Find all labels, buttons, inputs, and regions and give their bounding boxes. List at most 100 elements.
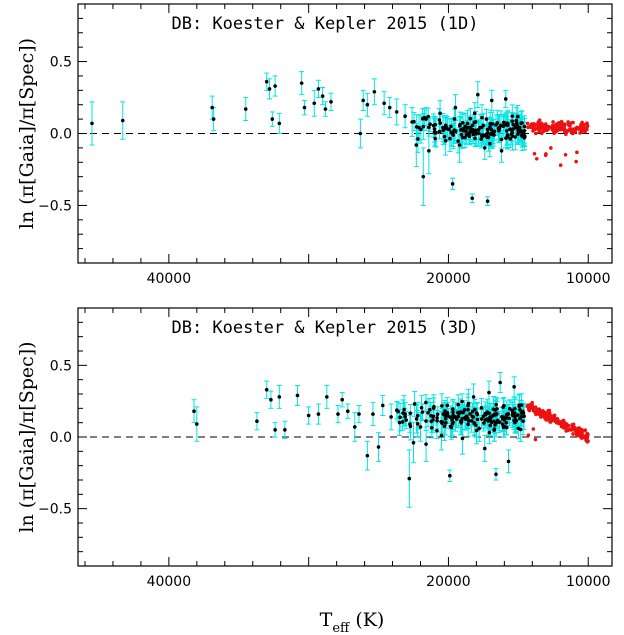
data-point-black bbox=[488, 141, 492, 146]
data-point-red bbox=[563, 152, 568, 157]
data-point-red bbox=[556, 420, 561, 424]
data-point-red bbox=[541, 409, 545, 413]
data-point-black bbox=[329, 100, 333, 104]
data-point-black bbox=[277, 121, 282, 126]
data-point-black bbox=[501, 120, 506, 125]
data-point-black bbox=[325, 395, 329, 399]
data-point-red bbox=[547, 408, 552, 413]
data-point-black bbox=[504, 136, 508, 140]
data-point-black bbox=[466, 418, 471, 423]
data-point-black bbox=[432, 127, 437, 131]
data-point-red bbox=[580, 428, 584, 432]
data-point-black bbox=[477, 426, 481, 431]
data-point-black bbox=[450, 182, 455, 186]
y-axis-label: ln (π[Gaia]/π[Spec]) bbox=[16, 38, 38, 229]
data-point-black bbox=[435, 412, 440, 417]
x-tick-label: 10000 bbox=[566, 574, 611, 590]
data-point-black bbox=[481, 123, 486, 128]
data-point-black bbox=[491, 407, 496, 412]
data-point-black bbox=[450, 418, 454, 423]
x-axis-label-main: T bbox=[320, 609, 333, 631]
y-tick-label: 0.0 bbox=[50, 430, 72, 446]
data-point-black bbox=[316, 87, 321, 91]
data-point-black bbox=[411, 440, 416, 445]
data-point-black bbox=[522, 414, 526, 419]
data-point-red bbox=[554, 122, 558, 127]
data-point-black bbox=[491, 413, 495, 418]
data-point-black bbox=[443, 123, 448, 128]
data-point-black bbox=[494, 402, 498, 407]
data-point-red bbox=[567, 427, 572, 431]
data-point-black bbox=[521, 409, 525, 414]
data-point-black bbox=[422, 115, 427, 120]
data-point-black bbox=[479, 137, 484, 141]
data-point-red bbox=[533, 437, 538, 442]
data-point-black bbox=[511, 127, 515, 131]
data-point-black bbox=[488, 423, 492, 428]
x-tick-label: 40000 bbox=[147, 271, 192, 287]
data-point-black bbox=[264, 79, 269, 84]
data-point-black bbox=[437, 129, 442, 134]
data-point-red bbox=[549, 415, 554, 420]
data-point-black bbox=[512, 418, 516, 423]
x-axis-label-unit: (K) bbox=[349, 609, 384, 631]
data-point-red bbox=[552, 131, 556, 135]
data-point-black bbox=[474, 132, 479, 136]
data-point-black bbox=[517, 125, 522, 130]
data-point-red bbox=[538, 409, 542, 414]
data-point-black bbox=[424, 400, 428, 405]
data-point-black bbox=[462, 408, 467, 412]
data-point-black bbox=[478, 125, 482, 130]
data-point-red bbox=[575, 125, 579, 130]
data-point-black bbox=[210, 105, 214, 110]
data-point-black bbox=[435, 428, 439, 433]
data-point-black bbox=[501, 425, 506, 430]
data-point-black bbox=[500, 422, 505, 426]
data-point-black bbox=[440, 404, 444, 408]
data-point-red bbox=[572, 425, 577, 430]
data-point-black bbox=[456, 402, 461, 407]
data-point-black bbox=[433, 131, 438, 135]
data-point-red bbox=[570, 127, 574, 132]
data-point-black bbox=[255, 419, 259, 424]
y-tick-label: −0.5 bbox=[38, 502, 72, 518]
data-point-black bbox=[468, 412, 472, 416]
data-point-black bbox=[516, 413, 520, 417]
data-point-black bbox=[273, 428, 277, 432]
data-point-red bbox=[586, 439, 590, 443]
data-point-red bbox=[559, 119, 564, 124]
data-point-black bbox=[424, 419, 428, 423]
data-point-red bbox=[580, 434, 584, 439]
data-point-black bbox=[195, 422, 199, 426]
data-point-red bbox=[569, 121, 574, 125]
data-point-red bbox=[528, 125, 533, 129]
data-point-black bbox=[504, 420, 509, 425]
data-point-black bbox=[277, 395, 282, 399]
data-point-black bbox=[403, 114, 407, 119]
data-point-black bbox=[432, 404, 436, 409]
data-point-black bbox=[421, 174, 426, 179]
data-point-black bbox=[521, 419, 525, 424]
data-point-black bbox=[475, 417, 480, 422]
data-point-black bbox=[472, 111, 477, 116]
data-point-black bbox=[516, 132, 520, 137]
data-point-black bbox=[460, 436, 465, 441]
data-point-black bbox=[372, 89, 377, 94]
data-point-red bbox=[545, 128, 549, 132]
data-point-black bbox=[504, 123, 509, 127]
data-point-black bbox=[473, 128, 478, 133]
data-point-black bbox=[456, 139, 460, 143]
data-point-black bbox=[471, 415, 476, 419]
data-point-black bbox=[518, 128, 523, 133]
data-point-red bbox=[551, 120, 555, 124]
data-point-black bbox=[473, 407, 477, 412]
data-point-black bbox=[485, 410, 490, 414]
data-point-black bbox=[487, 430, 492, 435]
data-point-black bbox=[492, 428, 496, 432]
data-point-red bbox=[579, 130, 584, 134]
data-point-black bbox=[387, 105, 392, 110]
data-point-black bbox=[466, 407, 470, 412]
data-point-black bbox=[513, 406, 517, 411]
data-point-black bbox=[402, 407, 406, 412]
data-point-red bbox=[532, 152, 537, 156]
